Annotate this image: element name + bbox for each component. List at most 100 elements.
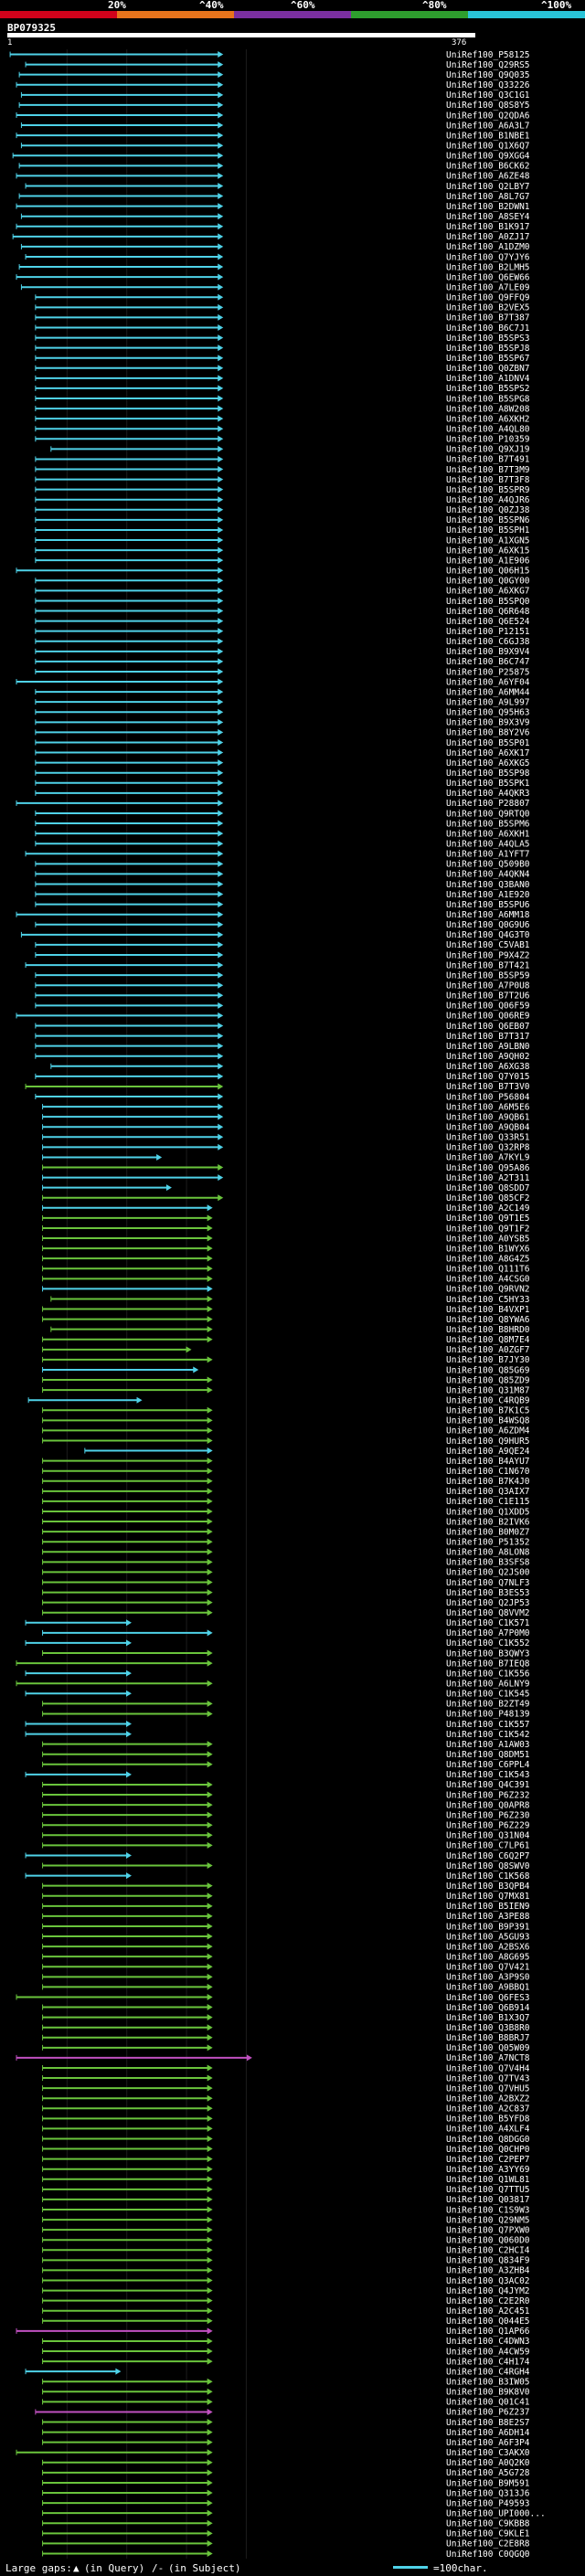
hit-id[interactable]: UniRef100_Q8S8Y5 (446, 101, 530, 111)
hit-id[interactable]: UniRef100_Q2JP53 (446, 1598, 530, 1608)
hit-id[interactable]: UniRef100_A0ZJ17 (446, 232, 530, 242)
hit-row[interactable]: UniRef100_P10359 (35, 435, 530, 445)
hit-id[interactable]: UniRef100_B6C7J1 (446, 323, 530, 334)
hit-id[interactable]: UniRef100_A1AW03 (446, 1740, 530, 1750)
hit-row[interactable]: UniRef100_A4CW59 (42, 2347, 530, 2357)
hit-id[interactable]: UniRef100_B8E2S7 (446, 2418, 530, 2428)
hit-row[interactable]: UniRef100_A5G728 (42, 2468, 530, 2478)
hit-id[interactable]: UniRef100_B9M591 (446, 2478, 530, 2488)
hit-id[interactable]: UniRef100_Q9RTQ0 (446, 809, 530, 819)
hit-id[interactable]: UniRef100_Q7MX81 (446, 1892, 530, 1902)
hit-row[interactable]: UniRef100_Q7YJY6 (25, 252, 530, 262)
hit-id[interactable]: UniRef100_Q31N04 (446, 1831, 530, 1841)
hit-row[interactable]: UniRef100_A7P0U8 (35, 981, 530, 991)
hit-id[interactable]: UniRef100_B7K4J0 (446, 1477, 530, 1487)
hit-id[interactable]: UniRef100_B5SP67 (446, 354, 530, 364)
hit-id[interactable]: UniRef100_P6Z230 (446, 1810, 530, 1820)
hit-id[interactable]: UniRef100_C6PPL4 (446, 1760, 530, 1770)
hit-id[interactable]: UniRef100_P6Z229 (446, 1821, 530, 1831)
hit-id[interactable]: UniRef100_Q9FFQ9 (446, 293, 530, 303)
hit-id[interactable]: UniRef100_Q313J6 (446, 2488, 530, 2498)
hit-row[interactable]: UniRef100_B8E2S7 (42, 2418, 530, 2428)
hit-id[interactable]: UniRef100_C1K542 (446, 1730, 530, 1740)
hit-id[interactable]: UniRef100_A6YF04 (446, 677, 530, 687)
hit-id[interactable]: UniRef100_A6LNY9 (446, 1680, 530, 1690)
hit-row[interactable]: UniRef100_Q9RVN2 (42, 1285, 530, 1295)
hit-row[interactable]: UniRef100_B8HRD0 (50, 1325, 530, 1335)
hit-id[interactable]: UniRef100_B7T317 (446, 1032, 530, 1042)
hit-id[interactable]: UniRef100_Q8VVM2 (446, 1608, 530, 1618)
hit-row[interactable]: UniRef100_B7JY30 (42, 1355, 530, 1365)
hit-row[interactable]: UniRef100_A9BBQ1 (42, 1983, 530, 1993)
hit-row[interactable]: UniRef100_P51352 (42, 1538, 530, 1548)
hit-row[interactable]: UniRef100_A1XGN5 (35, 535, 530, 546)
hit-row[interactable]: UniRef100_Q6FES3 (16, 1993, 530, 2003)
hit-id[interactable]: UniRef100_B7T491 (446, 455, 530, 465)
hit-id[interactable]: UniRef100_C1K543 (446, 1770, 530, 1780)
hit-row[interactable]: UniRef100_Q6E524 (35, 617, 530, 627)
hit-id[interactable]: UniRef100_B5SP01 (446, 738, 530, 748)
hit-row[interactable]: UniRef100_Q6B914 (42, 2003, 530, 2013)
hit-id[interactable]: UniRef100_Q509B0 (446, 860, 530, 870)
hit-row[interactable]: UniRef100_A7LE09 (20, 283, 530, 293)
hit-row[interactable]: UniRef100_Q9Q035 (18, 70, 530, 80)
hit-id[interactable]: UniRef100_C1N670 (446, 1467, 530, 1477)
hit-row[interactable]: UniRef100_P58125 (9, 50, 530, 60)
hit-id[interactable]: UniRef100_A6DH14 (446, 2428, 530, 2438)
hit-id[interactable]: UniRef100_B5SPS2 (446, 384, 530, 394)
hit-row[interactable]: UniRef100_B2VEX5 (35, 303, 530, 313)
hit-row[interactable]: UniRef100_A6XKG7 (35, 587, 530, 597)
hit-id[interactable]: UniRef100_Q4C391 (446, 1780, 530, 1790)
hit-id[interactable]: UniRef100_Q95A86 (446, 1163, 530, 1173)
hit-id[interactable]: UniRef100_Q8SDD7 (446, 1183, 530, 1193)
hit-row[interactable]: UniRef100_C1E115 (42, 1497, 530, 1507)
hit-id[interactable]: UniRef100_Q6B914 (446, 2003, 530, 2013)
hit-row[interactable]: UniRef100_Q8VVM2 (42, 1608, 530, 1618)
hit-row[interactable]: UniRef100_Q2JP53 (42, 1598, 530, 1608)
hit-id[interactable]: UniRef100_Q85CF2 (446, 1193, 530, 1203)
hit-row[interactable]: UniRef100_B2DWN1 (16, 202, 530, 212)
hit-row[interactable]: UniRef100_A1DZM0 (20, 242, 530, 252)
hit-id[interactable]: UniRef100_Q9HUR5 (446, 1436, 530, 1447)
hit-row[interactable]: UniRef100_P6Z237 (35, 2408, 530, 2418)
hit-id[interactable]: UniRef100_C0QGQ0 (446, 2549, 530, 2559)
hit-id[interactable]: UniRef100_B5SPK1 (446, 779, 530, 789)
hit-id[interactable]: UniRef100_B5SPS3 (446, 334, 530, 344)
hit-row[interactable]: UniRef100_Q06RE9 (16, 1012, 530, 1022)
hit-row[interactable]: UniRef100_Q834F9 (42, 2256, 530, 2266)
hit-id[interactable]: UniRef100_A9L997 (446, 697, 530, 707)
hit-row[interactable]: UniRef100_Q9T1E5 (42, 1214, 530, 1224)
hit-id[interactable]: UniRef100_Q33R51 (446, 1133, 530, 1143)
hit-row[interactable]: UniRef100_Q33226 (16, 80, 530, 90)
hit-id[interactable]: UniRef100_Q06H15 (446, 567, 530, 577)
hit-id[interactable]: UniRef100_A8LON8 (446, 1548, 530, 1558)
hit-id[interactable]: UniRef100_A1DNV4 (446, 374, 530, 384)
hit-row[interactable]: UniRef100_Q0GY00 (35, 577, 530, 587)
hit-id[interactable]: UniRef100_P51352 (446, 1538, 530, 1548)
hit-id[interactable]: UniRef100_A0Q2K0 (446, 2458, 530, 2468)
hit-row[interactable]: UniRef100_A3ZHB4 (42, 2266, 530, 2276)
hit-id[interactable]: UniRef100_Q85ZD9 (446, 1375, 530, 1385)
hit-id[interactable]: UniRef100_B5SPR9 (446, 485, 530, 495)
hit-row[interactable]: UniRef100_B1K917 (16, 222, 530, 232)
hit-id[interactable]: UniRef100_Q0APR8 (446, 1800, 530, 1810)
hit-row[interactable]: UniRef100_B0M0Z7 (42, 1527, 530, 1537)
hit-id[interactable]: UniRef100_A8G695 (446, 1952, 530, 1962)
hit-id[interactable]: UniRef100_Q3BAN0 (446, 880, 530, 890)
hit-id[interactable]: UniRef100_C4RQB9 (446, 1395, 530, 1405)
hit-row[interactable]: UniRef100_Q06F59 (35, 1002, 530, 1012)
hit-id[interactable]: UniRef100_A4QKN4 (446, 870, 530, 880)
hit-row[interactable]: UniRef100_B1NBE1 (16, 131, 530, 141)
hit-row[interactable]: UniRef100_C2PEP7 (42, 2155, 530, 2165)
hit-id[interactable]: UniRef100_B8Y2V6 (446, 728, 530, 738)
hit-id[interactable]: UniRef100_Q7NLF3 (446, 1578, 530, 1588)
hit-row[interactable]: UniRef100_Q6EB07 (35, 1022, 530, 1032)
hit-id[interactable]: UniRef100_A7NCT8 (446, 2053, 530, 2063)
hit-id[interactable]: UniRef100_A9QH02 (446, 1052, 530, 1062)
hit-id[interactable]: UniRef100_Q7V4H4 (446, 2063, 530, 2073)
hit-id[interactable]: UniRef100_A0YSB5 (446, 1234, 530, 1244)
hit-row[interactable]: UniRef100_A8G4Z5 (42, 1254, 530, 1264)
hit-row[interactable]: UniRef100_A6ZDM4 (42, 1426, 530, 1436)
hit-row[interactable]: UniRef100_Q8M7E4 (42, 1335, 530, 1345)
hit-row[interactable]: UniRef100_Q0CHP0 (42, 2145, 530, 2155)
